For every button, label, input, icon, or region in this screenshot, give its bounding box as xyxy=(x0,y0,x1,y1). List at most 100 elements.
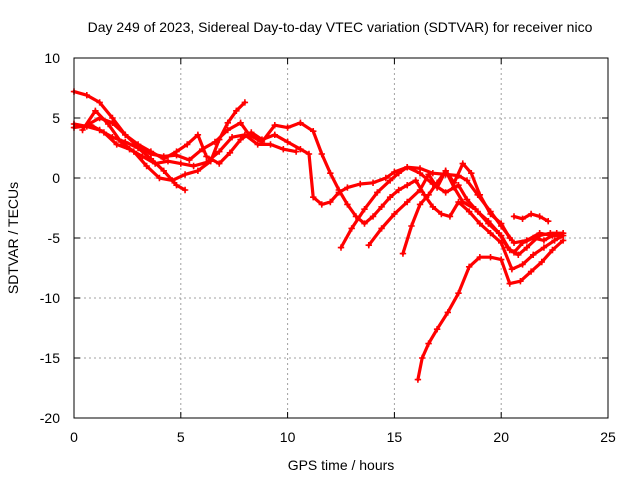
data-point xyxy=(455,290,462,297)
data-point xyxy=(224,126,231,134)
data-point xyxy=(310,128,317,135)
data-point xyxy=(416,186,424,194)
data-point xyxy=(451,184,458,191)
data-point xyxy=(194,167,202,174)
data-point xyxy=(374,189,381,196)
data-point xyxy=(369,213,377,220)
data-point xyxy=(198,146,206,153)
data-point xyxy=(510,239,518,246)
data-point xyxy=(408,222,415,230)
data-point xyxy=(429,203,437,210)
data-point xyxy=(536,213,543,220)
data-point xyxy=(519,215,526,222)
data-point xyxy=(224,119,231,126)
data-point xyxy=(292,148,300,155)
y-tick-label: 5 xyxy=(52,110,60,126)
data-point xyxy=(151,160,159,167)
data-point xyxy=(258,138,266,146)
series-line xyxy=(416,238,565,382)
y-tick-label: -15 xyxy=(40,350,60,366)
data-point xyxy=(476,191,484,198)
x-tick-label: 15 xyxy=(387,429,403,445)
data-point xyxy=(487,230,494,237)
data-point xyxy=(83,122,91,129)
series-line xyxy=(401,169,565,257)
data-point xyxy=(465,208,473,215)
chart-title: Day 249 of 2023, Sidereal Day-to-day VTE… xyxy=(88,19,593,35)
data-point xyxy=(498,220,505,227)
data-point xyxy=(442,189,449,196)
y-tick-label: 0 xyxy=(52,170,60,186)
data-point xyxy=(559,230,567,237)
data-point xyxy=(472,206,479,213)
data-point xyxy=(468,170,475,177)
data-point xyxy=(386,177,394,184)
series-track-4 xyxy=(70,122,300,170)
data-point xyxy=(391,168,398,176)
data-point xyxy=(113,141,120,148)
data-point xyxy=(523,244,531,251)
data-point xyxy=(476,220,484,227)
y-tick-label: -20 xyxy=(40,410,60,426)
data-point xyxy=(506,246,513,254)
x-tick-label: 0 xyxy=(70,429,78,445)
data-point xyxy=(267,141,274,148)
data-point xyxy=(100,129,108,136)
data-point xyxy=(378,225,385,232)
data-point xyxy=(186,156,193,164)
data-point xyxy=(169,177,176,184)
data-point xyxy=(327,170,334,177)
data-point xyxy=(194,131,202,138)
data-point xyxy=(487,254,494,261)
data-point xyxy=(122,131,129,138)
data-point xyxy=(442,167,449,174)
data-point xyxy=(164,158,172,165)
x-axis-label: GPS time / hours xyxy=(288,457,395,473)
data-point xyxy=(241,99,249,106)
data-point xyxy=(284,124,291,131)
data-point xyxy=(429,170,437,177)
data-point xyxy=(318,150,325,158)
data-point xyxy=(487,210,494,218)
data-point xyxy=(517,278,524,285)
data-point xyxy=(414,376,422,383)
data-point xyxy=(519,261,526,268)
series-track-10 xyxy=(510,210,552,225)
data-point xyxy=(361,206,368,213)
data-point xyxy=(508,266,516,273)
data-point xyxy=(156,174,163,182)
data-point xyxy=(446,213,454,220)
data-point xyxy=(498,256,505,263)
data-point xyxy=(382,174,390,182)
data-point xyxy=(399,250,407,257)
data-point xyxy=(203,153,210,160)
data-point xyxy=(536,232,543,239)
data-point xyxy=(412,177,419,184)
y-tick-label: -10 xyxy=(40,290,60,306)
series-line xyxy=(85,116,565,271)
data-point xyxy=(327,198,334,206)
data-point xyxy=(498,232,505,239)
x-tick-label: 25 xyxy=(600,429,616,445)
data-point xyxy=(395,170,402,177)
data-point xyxy=(357,180,364,188)
data-point xyxy=(523,237,531,244)
data-point xyxy=(211,138,219,146)
data-point xyxy=(216,160,223,167)
data-point xyxy=(139,153,146,160)
data-point xyxy=(547,230,554,237)
y-axis-label: SDTVAR / TECUs xyxy=(5,182,21,294)
data-point xyxy=(344,184,351,191)
data-point xyxy=(177,160,184,167)
data-point xyxy=(463,196,471,203)
data-point xyxy=(365,242,372,249)
data-point xyxy=(181,171,189,178)
data-point xyxy=(361,220,368,227)
data-point xyxy=(498,239,505,246)
data-point xyxy=(425,340,432,347)
x-tick-label: 20 xyxy=(493,429,509,445)
data-point xyxy=(134,143,142,150)
data-point xyxy=(160,153,167,160)
data-point xyxy=(485,220,492,227)
